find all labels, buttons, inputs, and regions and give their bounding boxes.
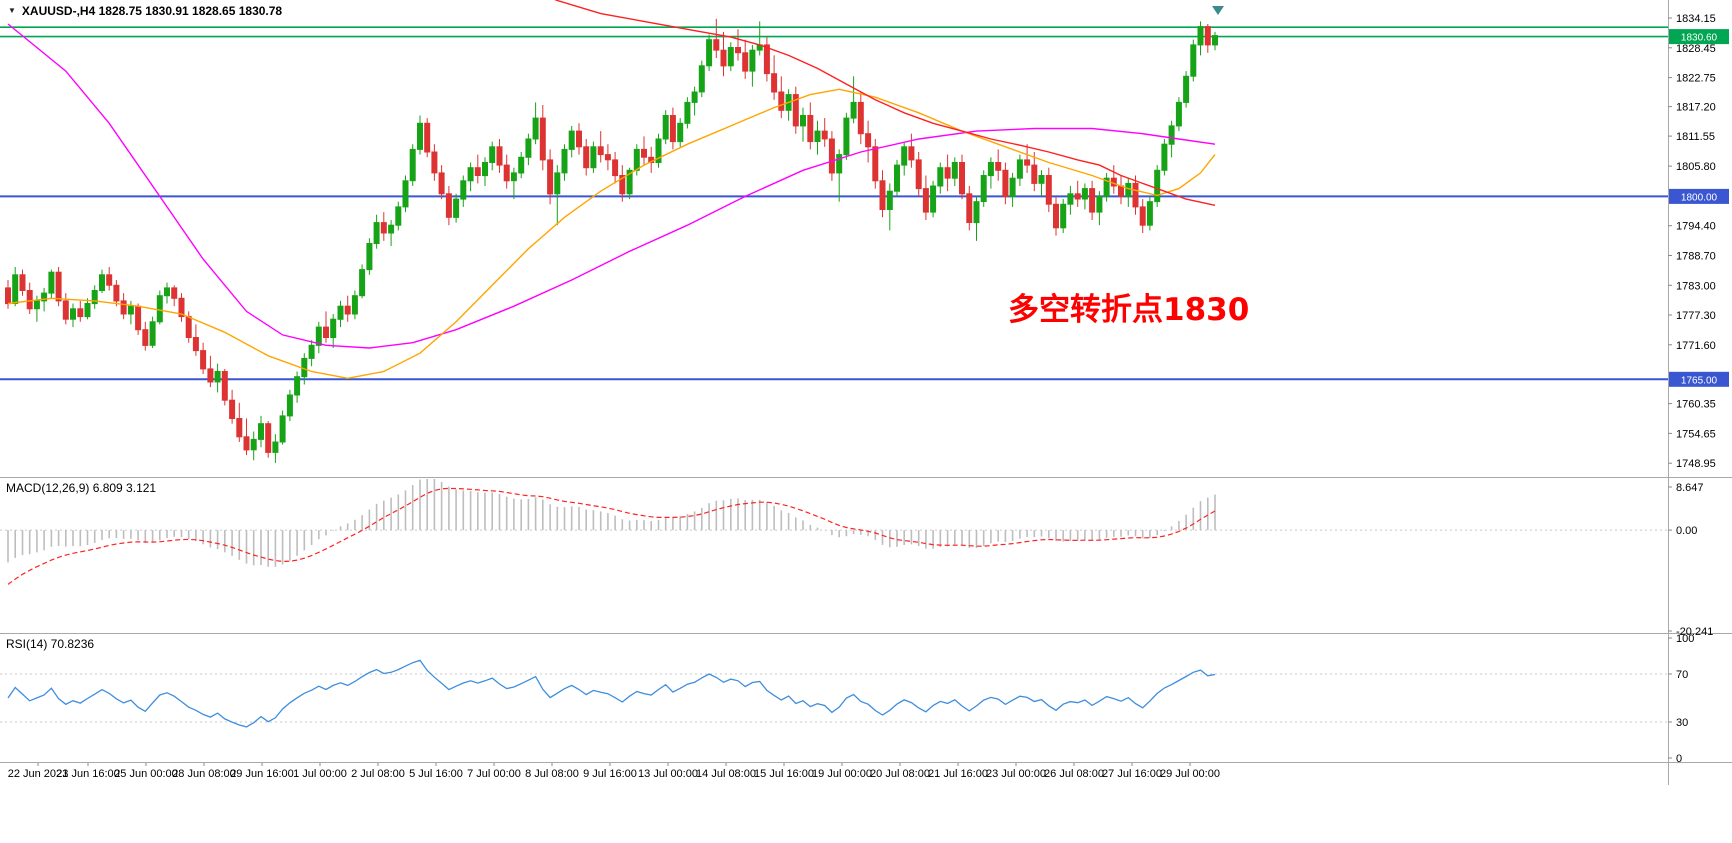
svg-text:1 Jul 00:00: 1 Jul 00:00: [293, 768, 347, 780]
svg-text:1748.95: 1748.95: [1676, 458, 1716, 470]
svg-text:2 Jul 08:00: 2 Jul 08:00: [351, 768, 405, 780]
svg-text:23 Jun 16:00: 23 Jun 16:00: [56, 768, 120, 780]
svg-text:1765.00: 1765.00: [1681, 375, 1718, 386]
svg-text:7 Jul 00:00: 7 Jul 00:00: [467, 768, 521, 780]
svg-text:30: 30: [1676, 717, 1688, 729]
pane-separators: [0, 0, 1732, 785]
svg-text:22 Jun 2021: 22 Jun 2021: [8, 768, 69, 780]
svg-text:-20.241: -20.241: [1676, 626, 1713, 638]
svg-text:29 Jul 00:00: 29 Jul 00:00: [1160, 768, 1220, 780]
svg-text:1822.75: 1822.75: [1676, 73, 1716, 85]
svg-text:14 Jul 08:00: 14 Jul 08:00: [696, 768, 756, 780]
svg-text:20 Jul 08:00: 20 Jul 08:00: [870, 768, 930, 780]
svg-text:0: 0: [1676, 753, 1682, 765]
horizontal-lines[interactable]: [0, 26, 1668, 381]
svg-text:1811.55: 1811.55: [1676, 131, 1715, 143]
svg-text:23 Jul 00:00: 23 Jul 00:00: [986, 768, 1046, 780]
svg-text:70: 70: [1676, 669, 1688, 681]
price-axis[interactable]: 1834.15 1828.45 1822.75 1817.20 1811.55 1805.…: [1668, 13, 1716, 765]
svg-text:1754.65: 1754.65: [1676, 428, 1716, 440]
chart-menu-icon[interactable]: ▼: [8, 6, 16, 15]
svg-text:8.647: 8.647: [1676, 482, 1704, 494]
svg-text:5 Jul 16:00: 5 Jul 16:00: [409, 768, 463, 780]
svg-text:1771.60: 1771.60: [1676, 340, 1716, 352]
svg-text:8 Jul 08:00: 8 Jul 08:00: [525, 768, 579, 780]
svg-text:15 Jul 16:00: 15 Jul 16:00: [754, 768, 814, 780]
macd-indicator-label: MACD(12,26,9) 6.809 3.121: [6, 481, 157, 495]
svg-text:1830.60: 1830.60: [1681, 33, 1718, 44]
svg-text:19 Jul 00:00: 19 Jul 00:00: [812, 768, 872, 780]
svg-text:1817.20: 1817.20: [1676, 102, 1716, 114]
svg-text:9 Jul 16:00: 9 Jul 16:00: [583, 768, 637, 780]
macd-histogram: [7, 479, 1216, 567]
moving-averages: [7, 0, 1216, 380]
price-line-labels: 1830.60 1800.00 1765.00: [1669, 29, 1729, 387]
svg-text:28 Jun 08:00: 28 Jun 08:00: [172, 768, 236, 780]
svg-text:27 Jul 16:00: 27 Jul 16:00: [1102, 768, 1162, 780]
svg-text:1794.40: 1794.40: [1676, 221, 1716, 233]
svg-text:100: 100: [1676, 633, 1694, 645]
ma-mid-orange: [7, 88, 1216, 380]
symbol-ohlc-label: XAUUSD-,H4 1828.75 1830.91 1828.65 1830.…: [21, 4, 283, 18]
ma-slow-magenta: [7, 23, 1216, 349]
svg-text:29 Jun 16:00: 29 Jun 16:00: [230, 768, 294, 780]
svg-text:26 Jul 08:00: 26 Jul 08:00: [1044, 768, 1104, 780]
ma-trend-red: [554, 0, 1216, 206]
svg-text:1783.00: 1783.00: [1676, 280, 1716, 292]
svg-text:25 Jun 00:00: 25 Jun 00:00: [114, 768, 178, 780]
price-annotation-text[interactable]: 多空转折点1830: [1008, 292, 1250, 328]
svg-text:0.00: 0.00: [1676, 525, 1697, 537]
rsi-pane[interactable]: [0, 659, 1668, 728]
chart-title: ▼ XAUUSD-,H4 1828.75 1830.91 1828.65 183…: [8, 4, 282, 18]
svg-text:1760.35: 1760.35: [1676, 399, 1716, 411]
svg-text:1788.70: 1788.70: [1676, 251, 1716, 263]
svg-text:13 Jul 00:00: 13 Jul 00:00: [638, 768, 698, 780]
svg-text:21 Jul 16:00: 21 Jul 16:00: [928, 768, 988, 780]
svg-text:1805.80: 1805.80: [1676, 161, 1716, 173]
svg-text:1828.45: 1828.45: [1676, 43, 1716, 55]
chart-shift-marker: [1212, 6, 1224, 15]
svg-text:1777.30: 1777.30: [1676, 310, 1716, 322]
svg-text:1800.00: 1800.00: [1681, 192, 1718, 203]
candles-layer: [5, 18, 1218, 463]
macd-signal-line: [7, 487, 1216, 585]
svg-text:1834.15: 1834.15: [1676, 13, 1716, 25]
rsi-indicator-label: RSI(14) 70.8236: [6, 637, 95, 651]
